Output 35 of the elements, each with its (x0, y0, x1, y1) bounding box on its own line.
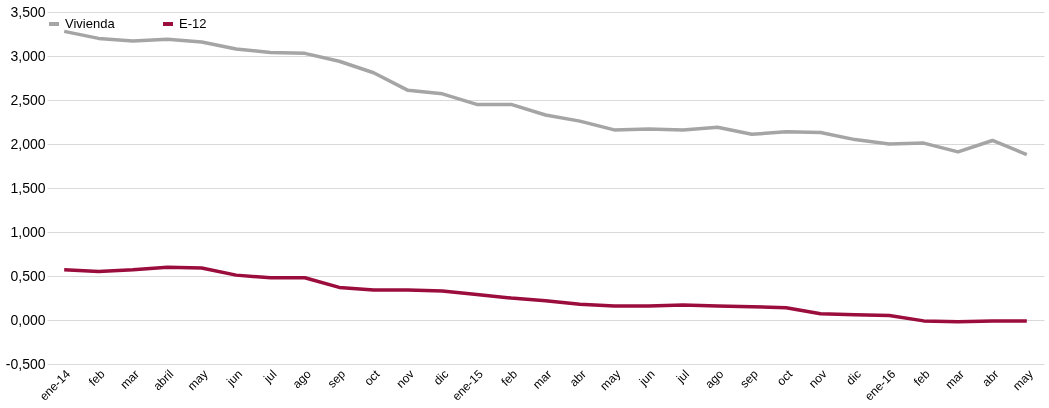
x-tick-label: abr (566, 367, 589, 390)
x-tick-label: oct (361, 366, 384, 389)
x-tick-label: dic (843, 367, 864, 388)
x-tick-label: ago (289, 366, 315, 392)
x-tick-label: mar (117, 367, 142, 392)
x-tick-label: ago (702, 366, 727, 392)
y-tick-label: 1,000 (10, 223, 46, 240)
x-tick-label: abr (979, 367, 1002, 390)
x-tick-label: feb (498, 366, 521, 389)
y-tick-label: 3,500 (10, 3, 46, 20)
x-tick-label: oct (773, 366, 796, 389)
y-tick-label: 0,000 (10, 311, 46, 328)
legend-label: Vivienda (65, 16, 116, 31)
x-tick-label: mar (529, 367, 555, 392)
x-tick-label: nov (393, 367, 417, 391)
y-tick-label: 0,500 (10, 267, 46, 284)
x-tick-label: jul (672, 367, 692, 387)
x-tick-label: sep (324, 366, 349, 391)
x-tick-label: jun (635, 367, 658, 390)
x-tick-label: feb (910, 366, 933, 389)
x-tick-label: dic (430, 367, 452, 388)
y-tick-label: -0,500 (5, 355, 46, 372)
x-tick-label: sep (737, 366, 761, 391)
x-tick-label: feb (85, 366, 108, 389)
y-tick-label: 2,000 (10, 135, 46, 152)
x-tick-label: jul (260, 367, 280, 387)
line-series (62, 29, 1029, 157)
y-tick-label: 3,000 (10, 47, 46, 64)
x-tick-label: jun (223, 367, 246, 390)
y-tick-label: 2,500 (10, 91, 46, 108)
x-tick-label: mar (942, 367, 968, 392)
x-tick-label: nov (805, 367, 830, 391)
line-series (62, 265, 1029, 324)
y-tick-label: 1,500 (10, 179, 46, 196)
legend-label: E-12 (179, 16, 207, 31)
